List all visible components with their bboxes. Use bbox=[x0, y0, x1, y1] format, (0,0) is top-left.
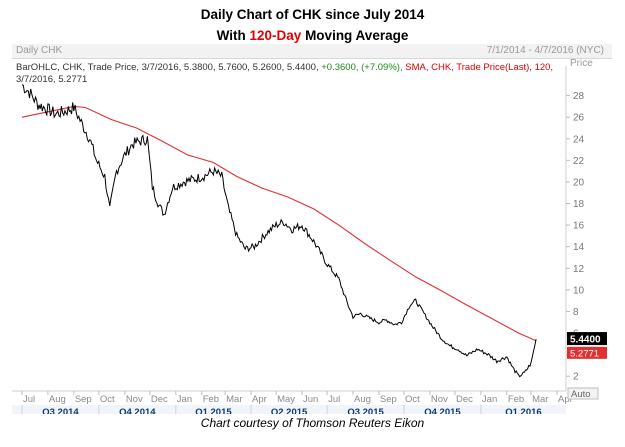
y-tick-label: 26 bbox=[573, 113, 585, 124]
x-month-label: Jul bbox=[23, 394, 35, 405]
x-month-label: Sep bbox=[75, 394, 92, 405]
chart-frame: Daily CHK 7/1/2014 - 4/7/2016 (NYC) BarO… bbox=[12, 44, 612, 414]
chart-title-line1: Daily Chart of CHK since July 2014 bbox=[200, 7, 425, 22]
y-tick-label: 12 bbox=[573, 264, 585, 275]
sma-tag bbox=[567, 346, 607, 359]
legend-bar-series: BarOHLC, CHK, Trade Price, 3/7/2016, 5.3… bbox=[16, 62, 576, 73]
x-month-label: Jun bbox=[303, 394, 318, 405]
legend-sma-line2: 3/7/2016, 5.2771 bbox=[16, 74, 88, 85]
y-tick-label: 22 bbox=[573, 156, 585, 167]
y-axis-title: Price bbox=[570, 58, 593, 69]
x-month-label: Mar bbox=[226, 394, 242, 405]
chart-title-line2: With 120-Day Moving Average bbox=[216, 28, 409, 43]
x-month-label: Oct bbox=[100, 394, 115, 405]
legend-bar-change: +0.3600, (+7.09%), bbox=[321, 62, 403, 73]
x-month-label: Oct bbox=[405, 394, 420, 405]
x-month-label: Feb bbox=[203, 394, 219, 405]
x-quarter-label: Q1 2016 bbox=[505, 407, 541, 414]
title-highlight: 120-Day bbox=[249, 28, 302, 43]
price-line bbox=[21, 84, 537, 378]
x-month-label: Sep bbox=[380, 394, 397, 405]
quarter-band bbox=[12, 405, 566, 414]
y-tick-label: 8 bbox=[573, 307, 579, 318]
y-tick-label: 10 bbox=[573, 285, 585, 296]
y-tick-label: 24 bbox=[573, 134, 585, 145]
y-tick-label: 2 bbox=[573, 372, 579, 383]
chart-header-bar: Daily CHK 7/1/2014 - 4/7/2016 (NYC) bbox=[12, 44, 612, 59]
x-quarter-label: Q1 2015 bbox=[195, 407, 232, 414]
last-price-tag-label: 5.4400 bbox=[570, 335, 601, 346]
x-month-label: Dec bbox=[151, 394, 168, 405]
sma-120-line bbox=[21, 105, 537, 342]
x-month-label: Apr bbox=[252, 394, 267, 405]
x-quarter-label: Q3 2015 bbox=[347, 407, 384, 414]
x-quarter-label: Q2 2015 bbox=[271, 407, 308, 414]
x-month-label: Aug bbox=[49, 394, 66, 405]
x-month-label: Jan bbox=[482, 394, 497, 405]
x-quarter-label: Q4 2014 bbox=[119, 407, 156, 414]
x-month-label: May bbox=[277, 394, 295, 405]
x-month-label: Nov bbox=[126, 394, 143, 405]
auto-scale-button bbox=[567, 387, 599, 400]
x-quarter-label: Q3 2014 bbox=[42, 407, 79, 414]
y-tick-label: 14 bbox=[573, 242, 585, 253]
date-range-label: 7/1/2014 - 4/7/2016 (NYC) bbox=[486, 45, 604, 56]
last-price-tag bbox=[567, 332, 607, 346]
x-month-label: Nov bbox=[431, 394, 448, 405]
x-quarter-label: Q4 2015 bbox=[424, 407, 461, 414]
chart-title: Daily Chart of CHK since July 2014 With … bbox=[0, 4, 625, 46]
price-chart: Price246810121416182022242628JulAugSepOc… bbox=[12, 58, 607, 414]
legend-sma-text: SMA, CHK, Trade Price(Last), 120, bbox=[405, 62, 554, 73]
x-month-label: Feb bbox=[508, 394, 524, 405]
legend-bar-prefix: BarOHLC, CHK, Trade Price, 3/7/2016, 5.3… bbox=[16, 62, 319, 73]
x-month-label: Jan bbox=[177, 394, 192, 405]
auto-scale-label: Auto bbox=[571, 389, 591, 400]
symbol-label: Daily CHK bbox=[16, 45, 63, 56]
x-month-label: Mar bbox=[532, 394, 548, 405]
x-month-label: Aug bbox=[354, 394, 371, 405]
y-tick-label: 16 bbox=[573, 221, 585, 232]
x-month-label: Jul bbox=[328, 394, 340, 405]
y-tick-label: 18 bbox=[573, 199, 585, 210]
footer-credit: Chart courtesy of Thomson Reuters Eikon bbox=[200, 416, 425, 430]
x-month-label: Dec bbox=[456, 394, 473, 405]
x-month-label: Apr bbox=[558, 394, 573, 405]
y-tick-label: 28 bbox=[573, 91, 585, 102]
sma-tag-label: 5.2771 bbox=[570, 348, 599, 359]
y-tick-label: 20 bbox=[573, 177, 585, 188]
